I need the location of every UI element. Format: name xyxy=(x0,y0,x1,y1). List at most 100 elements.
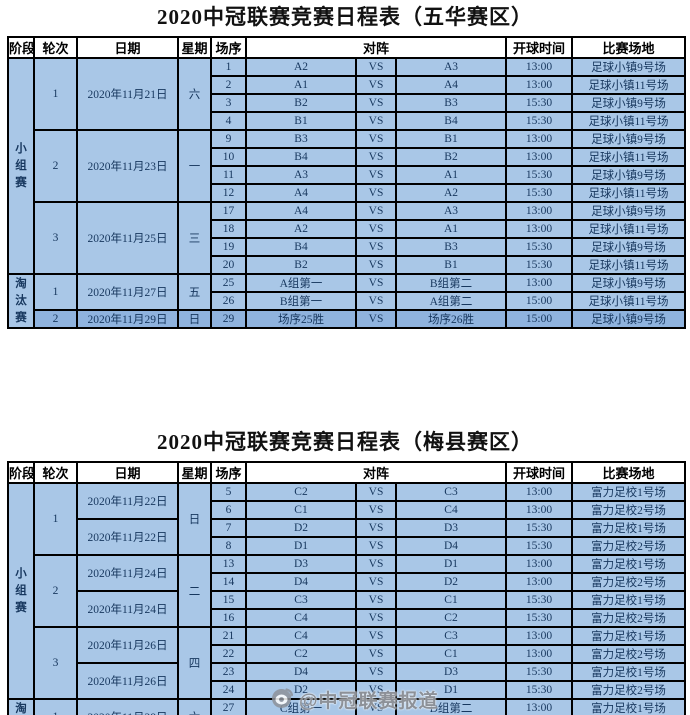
venue: 足球小镇9号场 xyxy=(571,309,687,329)
vs-label: VS xyxy=(355,237,397,257)
away-team: D3 xyxy=(394,518,508,538)
vs-label: VS xyxy=(355,536,397,556)
kickoff-time: 13:00 xyxy=(505,482,574,502)
round-number: 3 xyxy=(33,626,78,700)
vs-label: VS xyxy=(355,129,397,149)
venue: 富力足校2号场 xyxy=(571,644,687,664)
match-number: 7 xyxy=(210,518,247,538)
home-team: A3 xyxy=(245,165,357,185)
match-row: 小组赛 1 2020年11月21日六 1 A2 VS A3 13:00 足球小镇9号场 xyxy=(7,57,687,275)
match-date: 2020年11月29日 xyxy=(76,309,179,329)
kickoff-time: 15:30 xyxy=(505,518,574,538)
match-date: 2020年11月28日 xyxy=(76,698,179,715)
column-header-kickoff: 开球时间 xyxy=(505,461,574,484)
weekday: 日 xyxy=(177,309,212,329)
column-header-match-no: 场序 xyxy=(210,461,247,484)
match-number: 13 xyxy=(210,554,247,574)
match-number: 2 xyxy=(210,75,247,95)
match-row: 3 2020年11月26日四 21 C4 VS C3 13:00 富力足校1号场 xyxy=(8,626,687,700)
kickoff-time: 15:30 xyxy=(505,183,574,203)
vs-label: VS xyxy=(355,57,397,77)
match-number: 27 xyxy=(210,698,247,715)
away-team: A3 xyxy=(394,57,508,77)
match-date: 2020年11月24日 xyxy=(76,590,179,628)
venue: 富力足校2号场 xyxy=(571,572,687,592)
vs-label: VS xyxy=(355,482,397,502)
schedule-table-meixian: 阶段 轮次 日期 星期 场序 对阵 开球时间 比赛场地 小组赛 1 2020年11月22日日 5 C2… xyxy=(7,461,687,715)
column-header-date: 日期 xyxy=(76,36,179,59)
away-team: B3 xyxy=(394,237,508,257)
home-team: D4 xyxy=(245,662,357,682)
home-team: A2 xyxy=(245,219,357,239)
match-row: 14 D4 VS D2 13:00 富力足校2号场 xyxy=(8,572,687,592)
match-number: 21 xyxy=(210,626,247,646)
match-row: 6 C1 VS C4 13:00 富力足校2号场 xyxy=(8,500,687,520)
vs-label: VS xyxy=(355,680,397,700)
match-row: 2 2020年11月24日二 13 D3 VS D1 13:00 富力足校1号场 xyxy=(8,554,687,628)
match-row: 20 B2 VS B1 15:30 足球小镇11号场 xyxy=(8,255,687,275)
match-number: 17 xyxy=(210,201,247,221)
match-row: 2020年11月26日 23 D4 VS D3 15:30 富力足校1号场 xyxy=(8,662,687,700)
match-number: 8 xyxy=(210,536,247,556)
vs-label: VS xyxy=(355,500,397,520)
away-team: A4 xyxy=(394,75,508,95)
kickoff-time: 15:30 xyxy=(505,662,574,682)
home-team: A1 xyxy=(245,75,357,95)
match-row: 2 2020年11月23日一 9 B3 VS B1 13:00 足球小镇9号场 xyxy=(8,129,687,203)
vs-label: VS xyxy=(355,255,397,275)
away-team: C1 xyxy=(394,644,508,664)
away-team: A1 xyxy=(394,219,508,239)
away-team: C3 xyxy=(394,482,508,502)
home-team: D2 xyxy=(245,518,357,538)
table-title-wuhua: 2020中冠联赛竞赛日程表（五华赛区） xyxy=(157,5,533,29)
venue: 富力足校2号场 xyxy=(571,536,687,556)
home-team: A4 xyxy=(245,183,357,203)
stage-label: 小组赛 xyxy=(7,482,35,700)
match-row: 22 C2 VS C1 13:00 富力足校2号场 xyxy=(8,644,687,664)
column-header-weekday: 星期 xyxy=(177,461,212,484)
vs-label: VS xyxy=(355,75,397,95)
round-number: 1 xyxy=(33,273,78,311)
kickoff-time: 13:00 xyxy=(505,273,574,293)
weekday: 六 xyxy=(177,57,212,131)
match-number: 1 xyxy=(210,57,247,77)
away-team: A1 xyxy=(394,165,508,185)
vs-label: VS xyxy=(355,698,397,715)
match-row: 26 B组第一 VS A组第二 15:00 足球小镇11号场 xyxy=(8,291,687,311)
vs-label: VS xyxy=(355,626,397,646)
kickoff-time: 13:00 xyxy=(505,698,574,715)
vs-label: VS xyxy=(355,309,397,329)
stage-label: 淘汰赛 xyxy=(7,698,35,715)
column-header-round: 轮次 xyxy=(33,461,78,484)
vs-label: VS xyxy=(355,165,397,185)
venue: 富力足校2号场 xyxy=(571,608,687,628)
match-number: 20 xyxy=(210,255,247,275)
match-number: 23 xyxy=(210,662,247,682)
home-team: C3 xyxy=(245,590,357,610)
venue: 足球小镇9号场 xyxy=(571,273,687,293)
vs-label: VS xyxy=(355,93,397,113)
match-date: 2020年11月22日 xyxy=(76,518,179,556)
kickoff-time: 15:30 xyxy=(505,608,574,628)
vs-label: VS xyxy=(355,608,397,628)
kickoff-time: 15:00 xyxy=(505,309,574,329)
match-date: 2020年11月24日 xyxy=(76,554,179,592)
table-title-meixian: 2020中冠联赛竞赛日程表（梅县赛区） xyxy=(157,430,533,454)
match-number: 14 xyxy=(210,572,247,592)
away-team: D4 xyxy=(394,536,508,556)
match-number: 15 xyxy=(210,590,247,610)
match-row: 2020年11月22日 7 D2 VS D3 15:30 富力足校1号场 xyxy=(8,518,687,556)
column-header-venue: 比赛场地 xyxy=(571,461,687,484)
weekday: 一 xyxy=(177,129,212,203)
match-number: 4 xyxy=(210,111,247,131)
home-team: C4 xyxy=(245,608,357,628)
round-number: 2 xyxy=(33,129,78,203)
kickoff-time: 15:30 xyxy=(505,111,574,131)
home-team: A4 xyxy=(245,201,357,221)
column-header-round: 轮次 xyxy=(33,36,78,59)
venue: 富力足校1号场 xyxy=(571,590,687,610)
match-row: 3 2020年11月25日三 17 A4 VS A3 13:00 足球小镇9号场 xyxy=(8,201,687,275)
match-date: 2020年11月23日 xyxy=(76,129,179,203)
match-number: 9 xyxy=(210,129,247,149)
column-header-match-no: 场序 xyxy=(210,36,247,59)
